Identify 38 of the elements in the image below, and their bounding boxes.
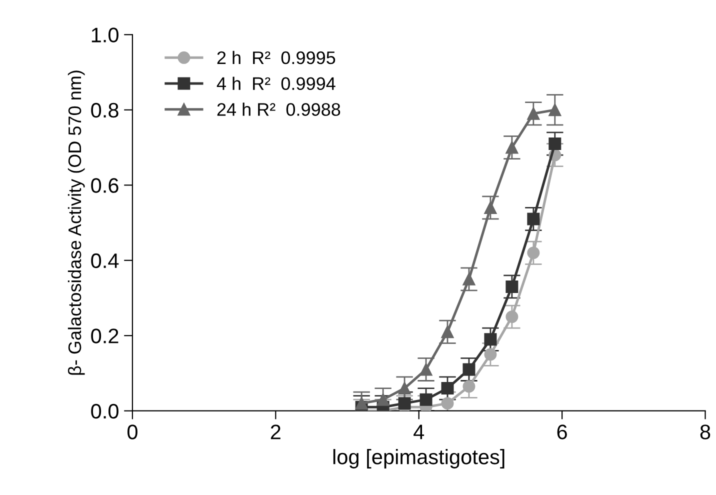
point xyxy=(506,310,518,324)
x-axis-title: log [epimastigotes] xyxy=(333,449,504,468)
point xyxy=(527,246,540,260)
point xyxy=(484,201,497,214)
x-tick-label: 8 xyxy=(700,424,710,440)
x-tick-label: 2 xyxy=(270,424,280,440)
point xyxy=(398,382,411,395)
x-tick-label: 4 xyxy=(414,424,424,440)
legend-label: 2 h R² 0.9995 xyxy=(217,50,336,64)
legend-label: 4 h R² 0.9994 xyxy=(216,76,336,90)
point xyxy=(484,333,497,346)
x-tick-label: 6 xyxy=(557,424,567,440)
point xyxy=(420,393,432,406)
point xyxy=(548,104,562,116)
x-tick-label: 0 xyxy=(127,424,138,440)
point xyxy=(548,138,562,150)
point xyxy=(527,107,540,120)
point xyxy=(441,397,454,410)
y-tick-label: 0.2 xyxy=(91,328,118,344)
point xyxy=(506,280,518,293)
point xyxy=(462,363,476,376)
point xyxy=(420,363,432,376)
y-tick-label: 0.4 xyxy=(91,253,119,268)
y-tick-label: 0.8 xyxy=(91,102,118,118)
point xyxy=(462,272,476,286)
point xyxy=(441,382,454,395)
point xyxy=(462,380,476,393)
point xyxy=(527,212,540,226)
point xyxy=(376,393,390,406)
y-tick-label: 1.0 xyxy=(92,28,118,42)
y-axis-title: β- Galactosidase Activity (OD 570 nm) xyxy=(68,70,85,375)
y-tick-label: 0.0 xyxy=(91,404,118,419)
point xyxy=(506,141,518,154)
legend-label: 24 h R² 0.9988 xyxy=(217,102,340,116)
y-tick-label: 0.6 xyxy=(91,178,118,193)
point xyxy=(484,348,497,361)
point xyxy=(441,326,454,338)
point xyxy=(355,397,368,410)
